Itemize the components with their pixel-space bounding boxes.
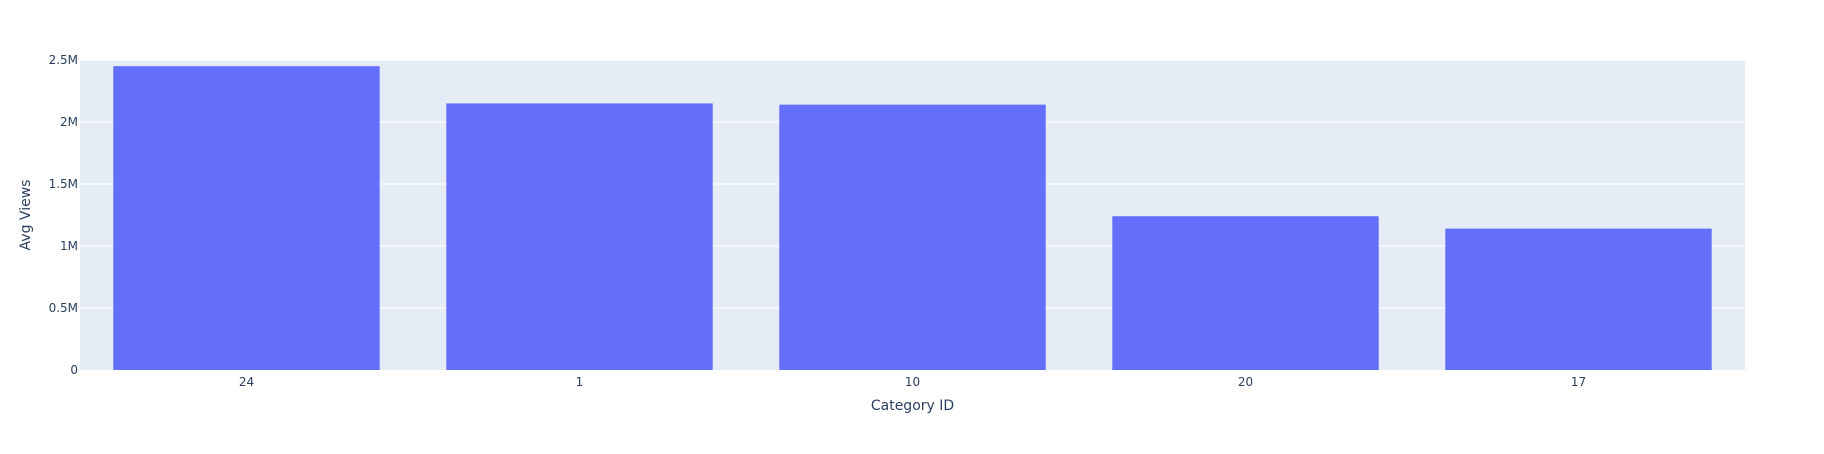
x-tick-label: 20 [1238,375,1253,389]
y-tick-label: 1.5M [49,177,78,191]
bars [113,66,1712,371]
y-tick-label: 1M [60,239,78,253]
x-tick-label: 10 [905,375,920,389]
x-axis-title: Category ID [871,398,954,414]
x-tick-label: 1 [576,375,584,389]
y-tick-label: 2.5M [49,53,78,67]
y-tick-label: 0 [70,363,78,377]
bar-20[interactable] [1112,216,1379,370]
bar-1[interactable] [446,103,713,371]
x-axis-ticks: 24 1 10 20 17 [239,375,1586,389]
x-tick-label: 17 [1571,375,1586,389]
y-axis-ticks: 0 0.5M 1M 1.5M 2M 2.5M [49,53,78,377]
x-tick-label: 24 [239,375,254,389]
bar-10[interactable] [779,104,1046,370]
bar-24[interactable] [113,66,380,370]
y-tick-label: 2M [60,115,78,129]
bar-17[interactable] [1445,228,1712,370]
y-axis-title: Avg Views [18,180,34,251]
y-tick-label: 0.5M [49,301,78,315]
